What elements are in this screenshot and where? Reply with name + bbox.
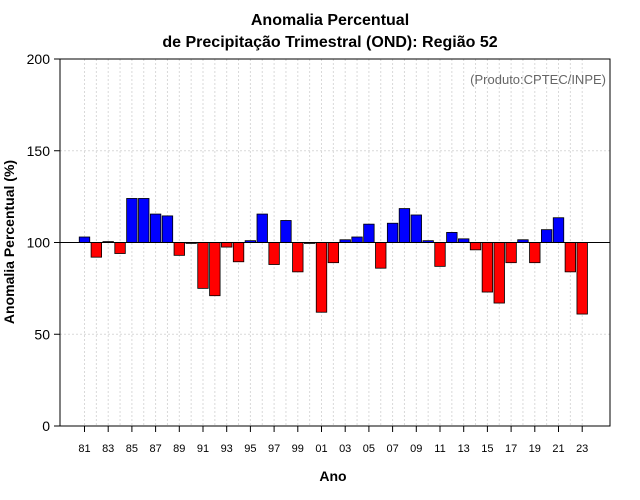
bar-19 [529,242,541,264]
bar-88 [161,215,174,243]
x-tick-label: 85 [126,443,138,455]
y-axis-label: Anomalia Percentual (%) [1,160,17,324]
bar-93 [221,242,233,248]
bar-20 [541,229,553,243]
x-tick-label: 23 [576,443,588,455]
bar-06 [375,242,387,269]
bar-21 [552,217,565,243]
bar-87 [149,213,162,243]
x-tick-label: 13 [458,443,470,455]
bar-09 [410,214,422,243]
bar-92 [209,242,221,297]
y-tick-label: 200 [27,51,51,67]
bar-91 [197,242,209,289]
bar-16 [493,242,505,304]
bar-13 [458,238,470,243]
chart-title-line2: de Precipitação Trimestral (OND): Região… [162,34,497,51]
x-tick-label: 21 [552,443,564,455]
x-axis-ticks: 81 83 85 87 89 91 93 95 97 99 01 03 05 07 09 11 13 15 17 19… [78,426,588,455]
chart-title-line1: Anomalia Percentual [251,12,409,29]
bar-11 [434,242,446,267]
x-tick-label: 83 [102,443,114,455]
bars [78,198,588,315]
grid-lines [60,59,610,426]
bar-94 [232,242,245,263]
y-tick-label: 0 [42,418,50,434]
x-tick-label: 01 [315,443,327,455]
x-tick-label: 91 [197,443,209,455]
bar-99 [292,242,304,273]
x-tick-label: 97 [268,443,280,455]
y-tick-label: 50 [34,326,50,342]
x-tick-label: 05 [363,443,375,455]
bar-82 [90,242,102,258]
x-tick-label: 15 [481,443,493,455]
bar-14 [469,242,482,251]
x-tick-label: 89 [173,443,185,455]
bar-07 [386,222,399,243]
bar-05 [363,223,375,243]
bar-01 [315,242,328,313]
bar-08 [398,208,411,243]
x-tick-label: 95 [244,443,256,455]
x-tick-label: 09 [410,443,422,455]
x-tick-label: 99 [292,443,304,455]
bar-98 [280,220,292,243]
bar-23 [576,242,588,315]
y-axis-ticks: 0 50 100 150 200 [27,51,60,434]
bar-02 [327,242,340,264]
x-tick-label: 93 [221,443,233,455]
bar-81 [78,236,91,243]
bar-15 [481,242,494,293]
bar-89 [173,242,185,256]
bar-85 [126,198,138,243]
bar-84 [114,242,126,254]
bar-96 [256,213,268,243]
x-axis-label: Ano [319,468,346,484]
bar-22 [564,242,576,273]
bar-12 [446,232,458,243]
y-tick-label: 150 [27,143,51,159]
y-tick-label: 100 [27,235,51,251]
x-tick-label: 11 [434,443,445,455]
product-credit: (Produto:CPTEC/INPE) [470,72,606,87]
x-tick-label: 17 [505,443,517,455]
bar-04 [351,236,363,243]
x-tick-label: 81 [78,443,90,455]
bar-17 [505,242,517,264]
x-tick-label: 03 [339,443,351,455]
x-tick-label: 87 [149,443,161,455]
x-tick-label: 19 [529,443,541,455]
bar-86 [138,198,150,243]
x-tick-label: 07 [386,443,398,455]
bar-97 [268,242,280,265]
